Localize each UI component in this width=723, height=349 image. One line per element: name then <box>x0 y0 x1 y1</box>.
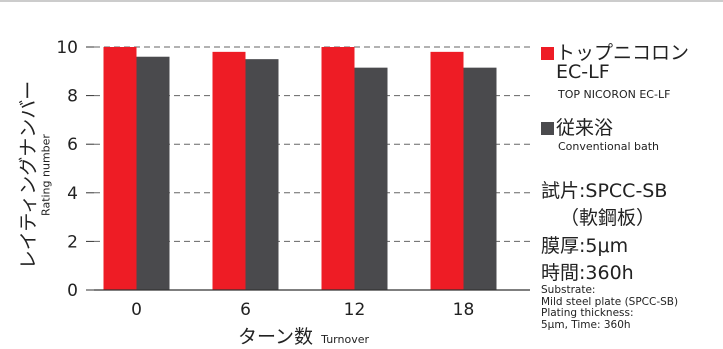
x-tick-label-12: 12 <box>344 300 366 320</box>
bar-conventional-18 <box>463 67 497 290</box>
y-tick-label-0: 0 <box>67 281 78 301</box>
y-axis-label-group: レイティングナンバー Rating number <box>4 70 54 280</box>
x-axis-label-group: ターン数 Turnover <box>238 322 369 349</box>
note-line-3: Plating thickness: <box>541 307 634 319</box>
y-tick-label-6: 6 <box>67 135 78 155</box>
condition-thickness: 膜厚:5μm <box>541 235 629 257</box>
y-axis-label-english: Rating number <box>39 134 53 216</box>
legend-item-top-nicoron: トップニコロン <box>541 38 689 65</box>
y-tick-label-2: 2 <box>67 232 78 252</box>
legend-label-2: 従来浴 <box>556 117 614 139</box>
legend-label-1-line1: トップニコロン <box>556 42 690 64</box>
x-axis-label: ターン数 <box>238 326 314 348</box>
y-tick-label-10: 10 <box>56 38 78 58</box>
legend-label-1-line2: EC-LF <box>556 61 610 83</box>
bar-conventional-0 <box>136 56 170 290</box>
legend-item-conventional: 従来浴 <box>541 113 613 140</box>
note-line-2: Mild steel plate (SPCC-SB) <box>541 295 679 308</box>
condition-time: 時間:360h <box>541 262 634 284</box>
x-tick-label-0: 0 <box>131 300 142 320</box>
condition-substrate: 試片:SPCC-SB <box>541 180 668 202</box>
bar-top-nicoron-0 <box>103 47 137 290</box>
legend-label-1-english: TOP NICORON EC-LF <box>558 88 671 101</box>
bar-conventional-12 <box>354 67 388 290</box>
legend-swatch-gray <box>541 122 554 135</box>
note-line-4: 5μm, Time: 360h <box>541 318 631 331</box>
x-tick-label-18: 18 <box>453 300 475 320</box>
tick-labels-group: 0 2 4 6 8 10 0 6 12 18 <box>56 38 474 320</box>
x-tick-label-6: 6 <box>240 300 251 320</box>
bar-top-nicoron-6 <box>212 51 246 290</box>
bar-top-nicoron-18 <box>430 51 464 290</box>
condition-substrate-note: （軟鋼板） <box>560 207 656 229</box>
bars-group <box>103 47 497 291</box>
legend-swatch-red <box>541 47 554 60</box>
x-axis-label-english: Turnover <box>321 333 370 346</box>
y-axis-label: レイティングナンバー <box>17 80 40 270</box>
bar-top-nicoron-12 <box>321 47 355 290</box>
bar-conventional-6 <box>245 59 279 291</box>
axes-group <box>86 46 530 291</box>
legend-label-2-english: Conventional bath <box>558 140 660 153</box>
english-notes: Substrate: Mild steel plate (SPCC-SB) Pl… <box>541 284 679 331</box>
y-tick-label-4: 4 <box>67 184 78 204</box>
note-line-1: Substrate: <box>541 284 596 296</box>
y-tick-label-8: 8 <box>67 87 78 107</box>
